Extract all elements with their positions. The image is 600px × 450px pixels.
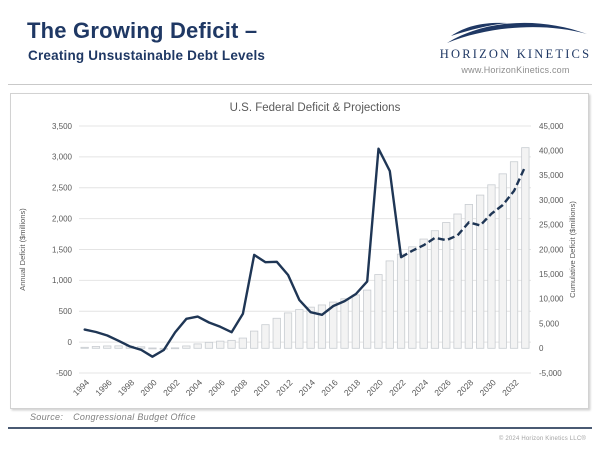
brand-url: www.HorizonKinetics.com xyxy=(461,65,570,75)
svg-text:0: 0 xyxy=(539,344,544,353)
svg-text:2018: 2018 xyxy=(342,377,363,398)
copyright-note: © 2024 Horizon Kinetics LLC® xyxy=(498,436,586,442)
svg-text:2000: 2000 xyxy=(138,377,159,398)
svg-text:2010: 2010 xyxy=(251,377,272,398)
svg-text:500: 500 xyxy=(59,307,73,316)
source-label: Source: xyxy=(30,412,64,422)
source-text: Congressional Budget Office xyxy=(73,412,196,422)
brand-logo: HORIZON KINETICS www.HorizonKinetics.com xyxy=(438,12,593,75)
svg-text:3,000: 3,000 xyxy=(52,153,73,162)
left-axis-title: Annual Deficit ($millions) xyxy=(18,208,27,291)
x-axis-ticks: 1994 1996 1998 2000 2002 2004 2006 2008 2010 2012… xyxy=(71,377,521,398)
svg-text:10,000: 10,000 xyxy=(539,295,564,304)
svg-text:1994: 1994 xyxy=(71,377,92,398)
svg-text:2002: 2002 xyxy=(161,377,182,398)
svg-text:2016: 2016 xyxy=(319,377,340,398)
page-subtitle: Creating Unsustainable Debt Levels xyxy=(28,48,266,63)
svg-text:35,000: 35,000 xyxy=(539,171,564,180)
svg-text:2,000: 2,000 xyxy=(52,214,73,223)
svg-text:15,000: 15,000 xyxy=(539,270,564,279)
svg-text:45,000: 45,000 xyxy=(539,122,564,131)
right-axis-title: Cumulative Deficit ($millions) xyxy=(568,201,577,298)
svg-text:2008: 2008 xyxy=(229,377,250,398)
footer-source: Source: Congressional Budget Office xyxy=(30,412,196,422)
right-axis-ticks: 45,000 40,000 35,000 30,000 25,000 20,000 15,0… xyxy=(539,122,564,378)
deficit-chart: U.S. Federal Deficit & Projections 3,500 3… xyxy=(18,102,577,398)
svg-text:1,000: 1,000 xyxy=(52,276,73,285)
svg-text:1998: 1998 xyxy=(116,377,137,398)
header-divider xyxy=(8,84,592,85)
footer-divider xyxy=(8,427,592,429)
svg-text:2020: 2020 xyxy=(364,377,385,398)
annual-deficit-line xyxy=(83,147,403,358)
svg-text:30,000: 30,000 xyxy=(539,196,564,205)
svg-text:2022: 2022 xyxy=(387,377,408,398)
svg-text:40,000: 40,000 xyxy=(539,147,564,156)
horizon-swoosh-icon xyxy=(446,22,587,43)
svg-text:-5,000: -5,000 xyxy=(539,369,562,378)
svg-text:25,000: 25,000 xyxy=(539,221,564,230)
svg-text:2012: 2012 xyxy=(274,377,295,398)
svg-text:3,500: 3,500 xyxy=(52,122,73,131)
svg-text:0: 0 xyxy=(68,338,73,347)
svg-text:2030: 2030 xyxy=(477,377,498,398)
chart-panel: U.S. Federal Deficit & Projections 3,500 3… xyxy=(10,93,589,409)
svg-text:2024: 2024 xyxy=(410,377,431,398)
cumulative-deficit-bars xyxy=(80,147,530,350)
svg-text:1996: 1996 xyxy=(93,377,114,398)
svg-text:2,500: 2,500 xyxy=(52,184,73,193)
svg-text:20,000: 20,000 xyxy=(539,245,564,254)
svg-text:1,500: 1,500 xyxy=(52,245,73,254)
svg-text:-500: -500 xyxy=(56,369,73,378)
annual-deficit-projection-line xyxy=(400,165,527,259)
svg-text:2032: 2032 xyxy=(500,377,521,398)
svg-text:5,000: 5,000 xyxy=(539,319,560,328)
brand-name: HORIZON KINETICS xyxy=(439,47,592,61)
svg-text:2004: 2004 xyxy=(184,377,205,398)
svg-text:2028: 2028 xyxy=(455,377,476,398)
svg-text:2006: 2006 xyxy=(206,377,227,398)
page-title: The Growing Deficit – xyxy=(27,18,258,43)
chart-title: U.S. Federal Deficit & Projections xyxy=(230,102,401,114)
svg-text:2014: 2014 xyxy=(297,377,318,398)
svg-text:2026: 2026 xyxy=(432,377,453,398)
